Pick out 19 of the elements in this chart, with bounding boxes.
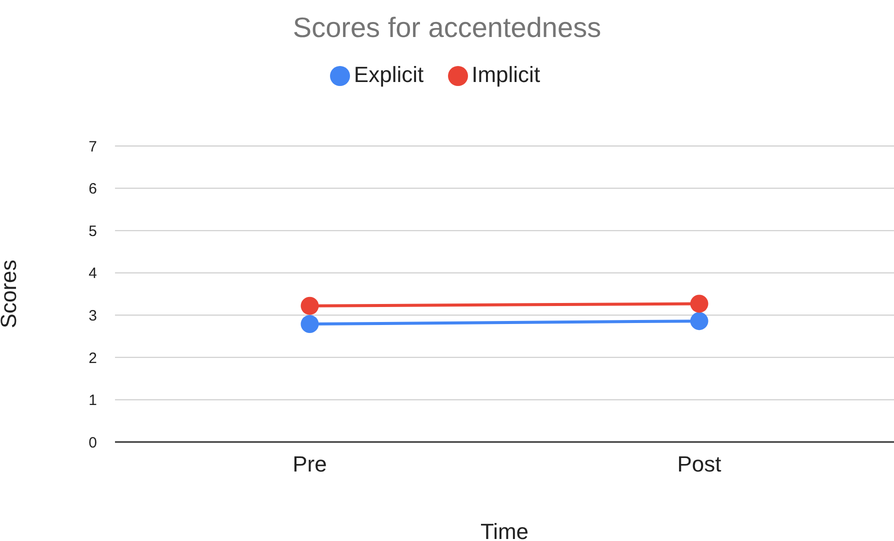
point (690, 294, 708, 313)
y-axis-title: Scores (0, 260, 21, 328)
x-tick-label: Post (677, 452, 722, 477)
point (300, 296, 319, 315)
y-tick-label: 5 (88, 222, 97, 240)
y-tick-label: 3 (88, 307, 97, 324)
y-tick-label: 4 (88, 265, 97, 282)
y-tick-label: 2 (88, 350, 97, 367)
point (300, 315, 319, 334)
y-tick-label: 7 (88, 138, 97, 156)
point (690, 312, 708, 330)
y-tick-label: 6 (88, 180, 97, 198)
x-axis-title: Time (480, 519, 529, 541)
chart-title: Scores for accentedness (292, 12, 602, 44)
legend-label: Explicit (354, 62, 424, 87)
y-tick-label: 1 (88, 392, 97, 410)
x-tick-label: Pre (292, 452, 327, 477)
y-tick-label: 0 (88, 434, 97, 452)
legend-label: Implicit (472, 62, 540, 87)
